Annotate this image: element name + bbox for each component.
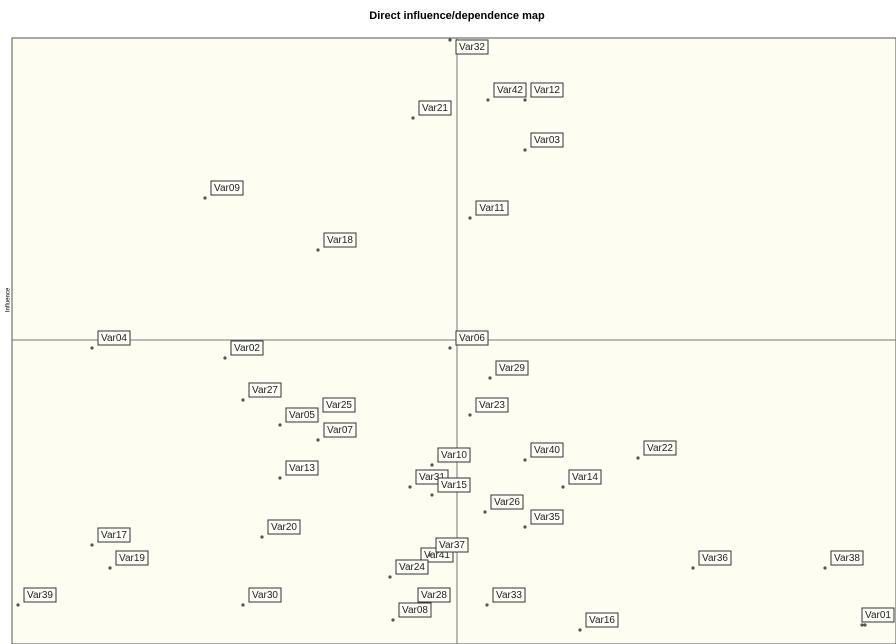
point bbox=[203, 196, 206, 199]
point bbox=[823, 566, 826, 569]
point-label: Var07 bbox=[327, 425, 353, 436]
point-label: Var36 bbox=[702, 553, 728, 564]
point bbox=[523, 458, 526, 461]
point-label: Var16 bbox=[589, 615, 615, 626]
point-label: Var39 bbox=[27, 590, 53, 601]
point bbox=[223, 356, 226, 359]
point bbox=[486, 98, 489, 101]
point-label: Var26 bbox=[494, 497, 520, 508]
point bbox=[561, 485, 564, 488]
point-label: Var03 bbox=[534, 135, 560, 146]
point-label: Var21 bbox=[422, 103, 448, 114]
point-label: Var17 bbox=[101, 530, 127, 541]
point bbox=[241, 398, 244, 401]
chart: Direct influence/dependence map Influenc… bbox=[0, 0, 896, 644]
point bbox=[485, 603, 488, 606]
point-label: Var32 bbox=[459, 42, 485, 53]
point bbox=[523, 98, 526, 101]
point bbox=[316, 438, 319, 441]
point-label: Var24 bbox=[399, 562, 425, 573]
point-label: Var30 bbox=[252, 590, 278, 601]
point-label: Var23 bbox=[479, 400, 505, 411]
point-label: Var08 bbox=[402, 605, 428, 616]
point-label: Var20 bbox=[271, 522, 297, 533]
point bbox=[691, 566, 694, 569]
point-label: Var28 bbox=[421, 590, 447, 601]
point bbox=[860, 623, 863, 626]
point-label: Var38 bbox=[834, 553, 860, 564]
point-label: Var04 bbox=[101, 333, 127, 344]
point bbox=[388, 575, 391, 578]
point bbox=[90, 543, 93, 546]
point bbox=[483, 510, 486, 513]
point-label: Var33 bbox=[496, 590, 522, 601]
point bbox=[430, 463, 433, 466]
point bbox=[448, 38, 451, 41]
point-label: Var05 bbox=[289, 410, 315, 421]
point bbox=[108, 566, 111, 569]
point bbox=[408, 485, 411, 488]
y-axis-label: Influence bbox=[6, 287, 12, 312]
point-label: Var40 bbox=[534, 445, 560, 456]
point bbox=[316, 248, 319, 251]
point-label: Var09 bbox=[214, 183, 240, 194]
point bbox=[411, 116, 414, 119]
point bbox=[278, 476, 281, 479]
point bbox=[391, 618, 394, 621]
point-label: Var42 bbox=[497, 85, 523, 96]
point bbox=[636, 456, 639, 459]
point bbox=[448, 346, 451, 349]
point bbox=[578, 628, 581, 631]
point-label: Var10 bbox=[441, 450, 467, 461]
point bbox=[16, 603, 19, 606]
point-label: Var35 bbox=[534, 512, 560, 523]
point-label: Var12 bbox=[534, 85, 560, 96]
point bbox=[241, 603, 244, 606]
point-label: Var25 bbox=[326, 400, 352, 411]
point bbox=[260, 535, 263, 538]
point-label: Var29 bbox=[499, 363, 525, 374]
point bbox=[430, 493, 433, 496]
point-label: Var11 bbox=[479, 203, 505, 214]
point bbox=[90, 346, 93, 349]
point bbox=[488, 376, 491, 379]
point-label: Var02 bbox=[234, 343, 260, 354]
point-label: Var06 bbox=[459, 333, 485, 344]
point-label: Var22 bbox=[647, 443, 673, 454]
point bbox=[468, 216, 471, 219]
point bbox=[523, 148, 526, 151]
point-label: Var15 bbox=[441, 480, 467, 491]
point bbox=[523, 525, 526, 528]
point bbox=[278, 423, 281, 426]
point-label: Var27 bbox=[252, 385, 278, 396]
point bbox=[428, 553, 431, 556]
chart-title: Direct influence/dependence map bbox=[369, 10, 545, 22]
point-label: Var37 bbox=[439, 540, 465, 551]
point bbox=[863, 623, 866, 626]
point-label: Var01 bbox=[865, 610, 891, 621]
point-label: Var13 bbox=[289, 463, 315, 474]
point-label: Var19 bbox=[119, 553, 145, 564]
point-label: Var18 bbox=[327, 235, 353, 246]
point bbox=[468, 413, 471, 416]
point-label: Var14 bbox=[572, 472, 598, 483]
